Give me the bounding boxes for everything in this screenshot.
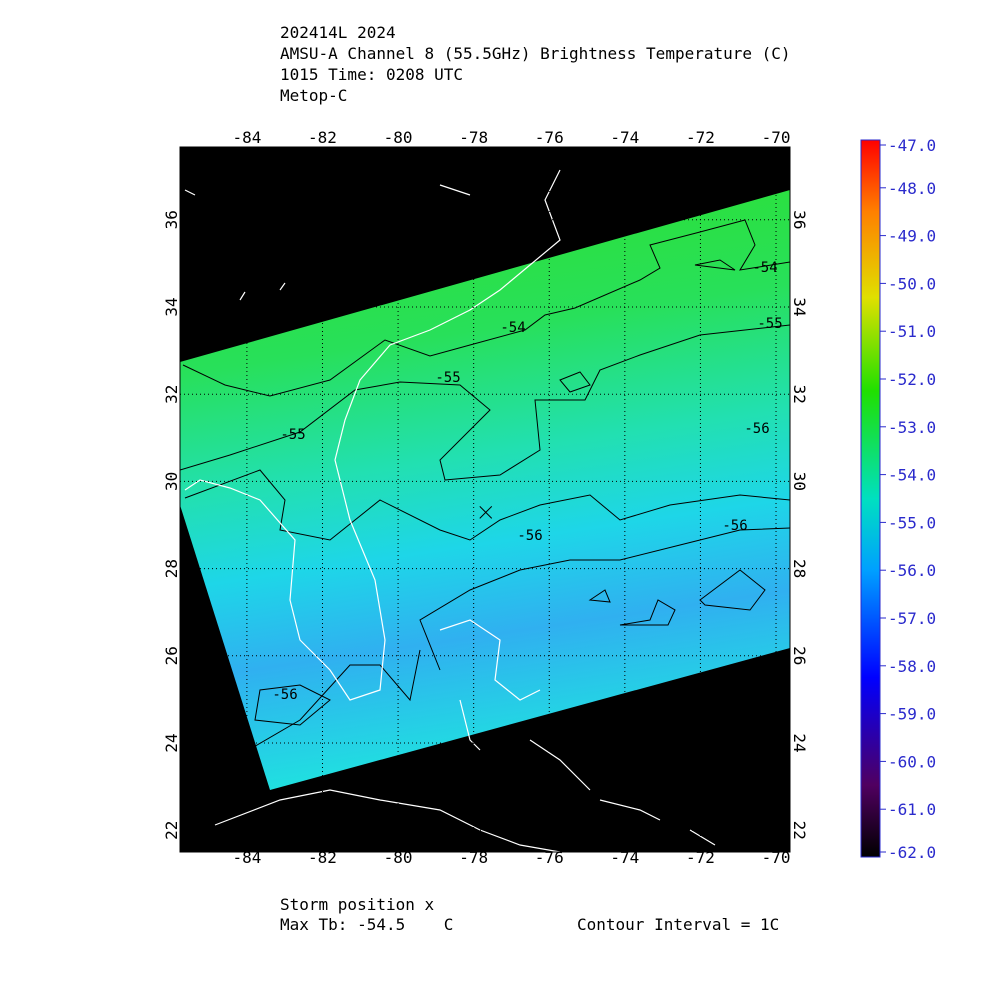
colorbar-label: -47.0	[888, 136, 936, 155]
lon-label-bottom: -76	[535, 848, 564, 867]
map-area: -54 -54 -55 -55 -55 -56 -56 -56 -56	[180, 147, 790, 852]
lon-label-top: -76	[535, 128, 564, 147]
colorbar-label: -54.0	[888, 466, 936, 485]
lon-label-bottom: -72	[686, 848, 715, 867]
lon-label-top: -74	[610, 128, 639, 147]
colorbar-label: -57.0	[888, 609, 936, 628]
max-tb: Max Tb: -54.5 C	[280, 915, 453, 934]
lon-label-bottom: -78	[459, 848, 488, 867]
contour-label: -56	[517, 528, 542, 544]
lat-label-right: 36	[790, 210, 809, 229]
colorbar-label: -48.0	[888, 179, 936, 198]
lat-label-right: 26	[790, 646, 809, 665]
swath	[180, 190, 790, 790]
storm-marker	[479, 506, 493, 519]
lat-label-left: 28	[162, 559, 181, 578]
footer: Storm position x Max Tb: -54.5 C Contour…	[280, 895, 779, 934]
colorbar-label: -56.0	[888, 561, 936, 580]
frame	[179, 146, 791, 853]
title-line: 1015 Time: 0208 UTC	[280, 65, 463, 84]
colorbar-label: -58.0	[888, 657, 936, 676]
lon-label-bottom: -70	[762, 848, 791, 867]
lat-label-right: 22	[790, 821, 809, 840]
contour-label: -55	[280, 427, 305, 443]
lon-label-bottom: -84	[232, 848, 261, 867]
contours	[180, 219, 790, 756]
coastlines	[184, 169, 716, 852]
contour-label: -54	[500, 320, 525, 336]
colorbar-label: -61.0	[888, 800, 936, 819]
colorbar-label: -59.0	[888, 705, 936, 724]
colorbar-label: -49.0	[888, 227, 936, 246]
lat-label-left: 32	[162, 385, 181, 404]
colorbar: -47.0 -48.0 -49.0 -50.0 -51.0 -52.0 -53.0 -54.0…	[860, 136, 936, 862]
lon-label-top: -78	[459, 128, 488, 147]
colorbar-label: -60.0	[888, 752, 936, 771]
lat-label-right: 34	[790, 297, 809, 316]
lat-label-right: 24	[790, 733, 809, 752]
title-line: Metop-C	[280, 86, 347, 105]
grid	[180, 147, 790, 852]
contour-label: -55	[757, 316, 782, 332]
axes: -84 -84 -82 -82 -80 -80 -78 -78 -76 -76 -74 -74 -72 -…	[162, 128, 809, 867]
lat-label-left: 30	[162, 472, 181, 491]
lon-label-top: -82	[308, 128, 337, 147]
colorbar-label: -51.0	[888, 322, 936, 341]
title-block: 202414L 2024 AMSU-A Channel 8 (55.5GHz) …	[280, 23, 791, 105]
lat-label-left: 34	[162, 297, 181, 316]
colorbar-label: -52.0	[888, 370, 936, 389]
contour-label: -54	[752, 260, 777, 276]
contour-labels: -54 -54 -55 -55 -55 -56 -56 -56 -56	[272, 260, 782, 703]
colorbar-label: -55.0	[888, 513, 936, 532]
lat-label-left: 22	[162, 821, 181, 840]
lat-label-left: 36	[162, 210, 181, 229]
lat-label-right: 32	[790, 385, 809, 404]
contour-interval: Contour Interval = 1C	[577, 915, 779, 934]
lat-label-right: 30	[790, 472, 809, 491]
lat-label-right: 28	[790, 559, 809, 578]
storm-note: Storm position x	[280, 895, 434, 914]
colorbar-ramp	[860, 139, 881, 858]
colorbar-label: -50.0	[888, 274, 936, 293]
lon-label-bottom: -80	[384, 848, 413, 867]
lat-label-left: 26	[162, 646, 181, 665]
contour-label: -56	[272, 687, 297, 703]
contour-label: -55	[435, 370, 460, 386]
contour-label: -56	[722, 518, 747, 534]
lon-label-top: -72	[686, 128, 715, 147]
title-line: AMSU-A Channel 8 (55.5GHz) Brightness Te…	[280, 44, 791, 63]
lon-label-bottom: -82	[308, 848, 337, 867]
lat-label-left: 24	[162, 733, 181, 752]
contour-label: -56	[744, 421, 769, 437]
colorbar-label: -53.0	[888, 418, 936, 437]
lon-label-top: -80	[384, 128, 413, 147]
lon-label-bottom: -74	[610, 848, 639, 867]
lon-label-top: -70	[762, 128, 791, 147]
lon-label-top: -84	[232, 128, 261, 147]
title-line: 202414L 2024	[280, 23, 396, 42]
colorbar-label: -62.0	[888, 843, 936, 862]
